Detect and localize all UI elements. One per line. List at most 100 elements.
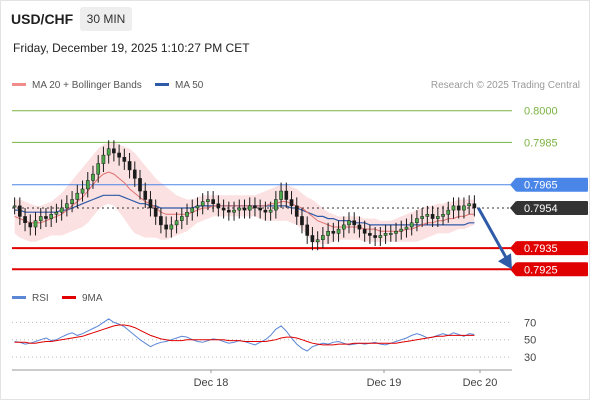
candle-body (80, 188, 85, 194)
candle-body (33, 220, 38, 228)
candle-body (59, 207, 64, 213)
rsi-tick-label-70: 70 (524, 317, 536, 329)
timeframe-badge[interactable]: 30 MIN (80, 7, 132, 31)
candle-body (420, 216, 424, 219)
candle-body (336, 228, 341, 234)
candle-body (467, 203, 471, 207)
legend-item-ma50: MA 50 (155, 80, 203, 91)
candle-body (435, 216, 440, 219)
candle-body (274, 199, 278, 211)
candle-body (409, 222, 414, 228)
rsi-tick-label-50: 50 (524, 335, 536, 347)
candle-body (378, 235, 383, 238)
candle-body (472, 203, 477, 209)
forecast-arrow-shaft (477, 207, 509, 261)
level-label-0.8000: 0.8000 (524, 106, 558, 118)
candle-body (227, 209, 231, 213)
candle-body (96, 163, 101, 175)
legend-label-9ma: 9MA (82, 293, 103, 304)
candle-body (357, 224, 362, 230)
legend-item-9ma: 9MA (62, 293, 103, 304)
candle-body (279, 190, 283, 200)
candle-body (65, 203, 69, 209)
time-tick-label: Dec 19 (367, 377, 402, 389)
candle-body (300, 216, 304, 226)
candle-body (263, 209, 268, 213)
candle-body (195, 205, 200, 209)
level-badge-0.7965 (516, 177, 588, 192)
candle-body (341, 224, 346, 230)
level-badge-0.7954 (516, 200, 588, 215)
candle-body (70, 199, 74, 204)
candle-body (179, 216, 184, 221)
candle-body (44, 216, 48, 219)
level-label-0.7935: 0.7935 (524, 243, 558, 255)
candle-body (294, 205, 299, 217)
candle-body (415, 218, 419, 224)
candle-body (91, 173, 95, 181)
candle-body (28, 222, 33, 228)
candle-body (237, 207, 242, 211)
candle-body (441, 214, 445, 217)
rsi-swatch (12, 295, 26, 299)
candle-body (289, 199, 294, 207)
candle-body (221, 207, 226, 211)
ma20-swatch (12, 82, 26, 86)
candle-body (284, 190, 289, 200)
candle-body (326, 230, 330, 236)
candle-body (174, 220, 179, 226)
candle-body (23, 216, 27, 224)
level-badge-pointer-0.7925 (510, 262, 516, 277)
level-label-0.7954: 0.7954 (524, 203, 558, 215)
candle-body (305, 224, 310, 236)
candle-body (331, 230, 336, 234)
candle-body (200, 201, 205, 207)
candle-body (112, 148, 116, 154)
level-badge-pointer-0.7965 (510, 177, 516, 192)
candle-body (164, 224, 168, 230)
candle-body (258, 207, 262, 211)
candle-body (352, 220, 357, 226)
candle-body (242, 207, 247, 211)
candle-body (143, 190, 148, 200)
candle-body (106, 148, 111, 156)
rsi-series-9ma (14, 324, 475, 346)
candle-body (85, 180, 90, 190)
level-badge-0.7925 (516, 262, 588, 277)
candle-body (232, 209, 236, 213)
copyright-text: Research © 2025 Trading Central (430, 80, 580, 91)
candle-body (54, 211, 59, 215)
candle-body (310, 235, 315, 243)
rsi-tick-label-30: 30 (524, 352, 536, 364)
ma50-swatch (155, 82, 169, 86)
candle-body (127, 161, 132, 171)
candle-body (253, 205, 257, 209)
candle-body (268, 209, 273, 213)
ma9-swatch (62, 295, 76, 299)
candle-body (347, 220, 351, 226)
candle-body (451, 205, 456, 211)
time-tick-label: Dec 18 (194, 377, 229, 389)
candle-body (247, 205, 252, 211)
candle-body (148, 199, 153, 209)
candle-body (138, 178, 142, 192)
candle-body (425, 214, 430, 217)
legend-label-rsi: RSI (32, 293, 49, 304)
symbol-title: USD/CHF (11, 11, 74, 27)
candle-body (206, 199, 210, 202)
candle-body (430, 214, 435, 219)
candle-body (190, 207, 195, 213)
candle-body (49, 214, 54, 219)
candle-body (362, 228, 367, 234)
legend-label-ma20: MA 20 + Bollinger Bands (32, 80, 142, 91)
candle-body (315, 239, 320, 243)
time-tick-label: Dec 20 (463, 377, 498, 389)
candle-body (122, 156, 127, 162)
candle-body (399, 228, 404, 232)
legend-label-ma50: MA 50 (175, 80, 204, 91)
candle-body (159, 216, 163, 226)
candle-body (383, 233, 388, 236)
chart-header: USD/CHF 30 MIN (0, 0, 590, 36)
candle-body (373, 235, 377, 238)
